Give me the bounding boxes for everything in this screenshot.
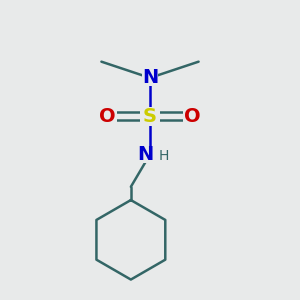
Text: H: H [159,149,169,163]
Text: N: N [142,68,158,87]
Bar [98,106,117,126]
Text: O: O [184,106,201,126]
Text: O: O [99,106,116,126]
Bar [142,146,158,163]
Text: S: S [143,106,157,126]
Text: N: N [137,145,154,164]
Bar [142,70,158,86]
Bar [183,106,202,126]
Bar [140,106,160,126]
